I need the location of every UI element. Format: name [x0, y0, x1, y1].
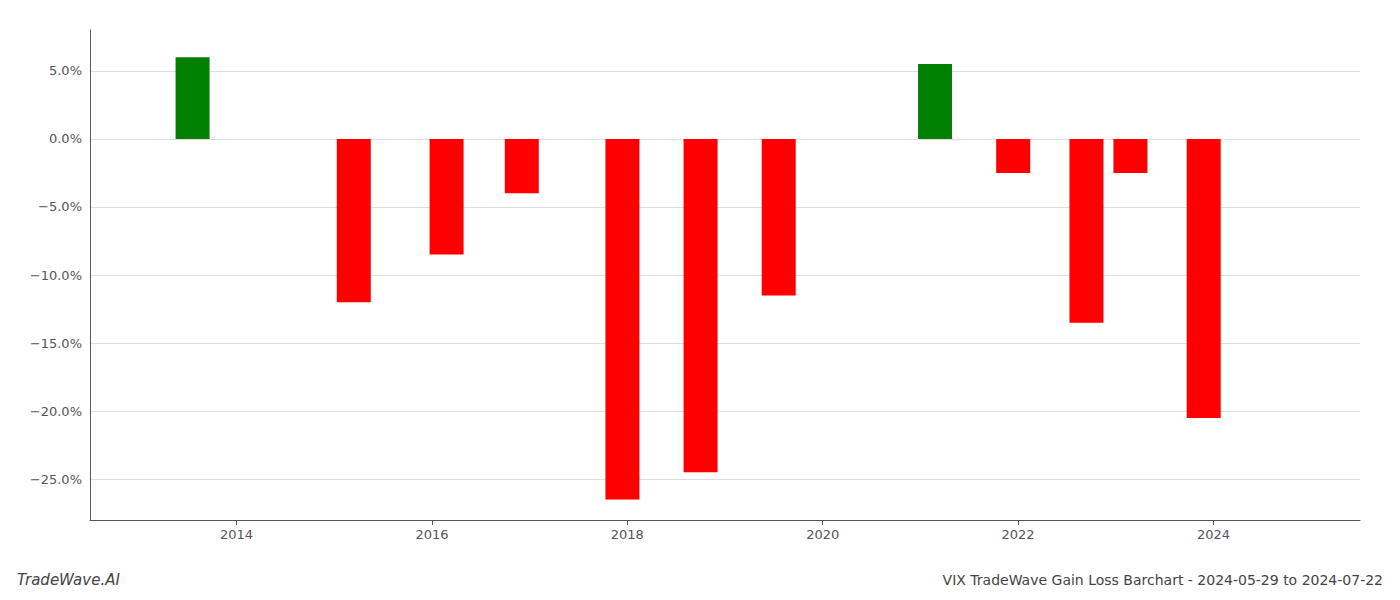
svg-text:0.0%: 0.0% — [49, 131, 82, 146]
svg-text:2018: 2018 — [611, 527, 644, 542]
svg-text:2016: 2016 — [415, 527, 448, 542]
svg-text:2014: 2014 — [220, 527, 253, 542]
svg-text:TradeWave.AI: TradeWave.AI — [17, 571, 120, 589]
svg-text:−5.0%: −5.0% — [38, 199, 82, 214]
svg-text:−25.0%: −25.0% — [30, 472, 82, 487]
svg-text:5.0%: 5.0% — [49, 63, 82, 78]
svg-text:−15.0%: −15.0% — [30, 336, 82, 351]
svg-text:−20.0%: −20.0% — [30, 404, 82, 419]
svg-text:VIX TradeWave Gain Loss Barcha: VIX TradeWave Gain Loss Barchart - 2024-… — [943, 572, 1383, 588]
svg-text:2022: 2022 — [1002, 527, 1035, 542]
svg-text:−10.0%: −10.0% — [30, 268, 82, 283]
svg-text:2024: 2024 — [1197, 527, 1230, 542]
svg-text:2020: 2020 — [806, 527, 839, 542]
